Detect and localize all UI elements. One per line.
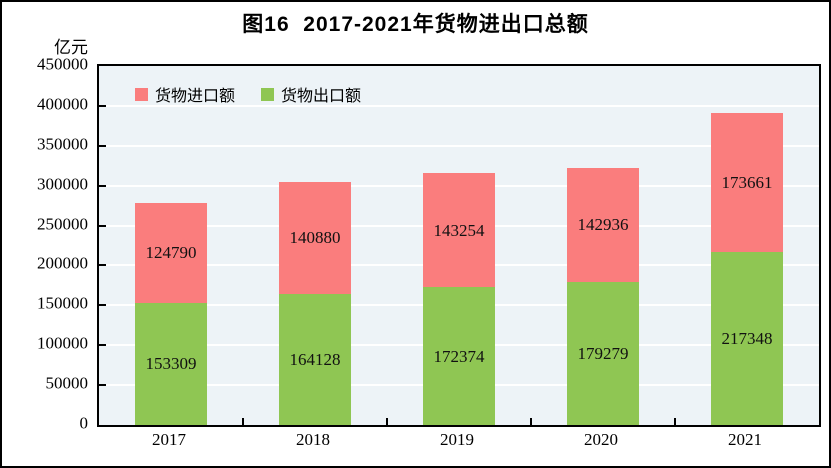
stacked-bar-2017: 124790 153309 xyxy=(135,203,207,425)
x-tick-boundary-4 xyxy=(674,418,676,425)
gridline-350000 xyxy=(99,144,819,147)
bar-segment-import-2018: 140880 xyxy=(279,181,351,295)
bar-segment-import-2021: 173661 xyxy=(711,113,783,252)
y-tick-50000 xyxy=(99,384,106,387)
bar-segment-export-2021: 217348 xyxy=(711,251,783,425)
y-axis-label-0: 0 xyxy=(79,413,89,433)
y-tick-200000 xyxy=(99,264,106,267)
data-label-export-2017: 153309 xyxy=(145,354,197,374)
y-axis-label-100000: 100000 xyxy=(37,333,88,353)
chart-legend: 货物进口额 货物出口额 xyxy=(135,82,361,106)
y-axis-label-250000: 250000 xyxy=(37,214,88,234)
bar-segment-export-2017: 153309 xyxy=(135,302,207,425)
data-label-import-2020: 142936 xyxy=(577,215,629,235)
stacked-bar-2018: 140880 164128 xyxy=(279,181,351,425)
y-axis-tick-labels: 0 50000 100000 150000 200000 250000 300000 3500… xyxy=(2,56,89,432)
y-axis-label-400000: 400000 xyxy=(37,94,88,114)
x-axis-label-2019: 2019 xyxy=(440,430,474,449)
y-tick-150000 xyxy=(99,304,106,307)
y-axis-label-300000: 300000 xyxy=(37,174,88,194)
y-tick-350000 xyxy=(99,144,106,147)
plot-area: 124790 153309 140880 164128 143254 172374 1429… xyxy=(97,64,821,427)
y-axis-label-200000: 200000 xyxy=(37,253,88,273)
data-label-export-2018: 164128 xyxy=(289,350,341,370)
stacked-bar-2019: 143254 172374 xyxy=(423,173,495,425)
data-label-export-2019: 172374 xyxy=(433,346,485,366)
y-axis-label-350000: 350000 xyxy=(37,134,88,154)
bar-segment-export-2018: 164128 xyxy=(279,294,351,425)
stacked-bar-2021: 173661 217348 xyxy=(711,113,783,425)
y-tick-400000 xyxy=(99,104,106,107)
stacked-bar-2020: 142936 179279 xyxy=(567,167,639,425)
x-tick-boundary-1 xyxy=(242,418,244,425)
legend-item-import: 货物进口额 xyxy=(135,82,235,106)
legend-swatch-import xyxy=(135,87,148,101)
y-tick-250000 xyxy=(99,224,106,227)
x-axis-tick-labels: 2017 2018 2019 2020 2021 xyxy=(97,430,817,456)
data-label-import-2019: 143254 xyxy=(433,220,485,240)
data-label-import-2021: 173661 xyxy=(721,172,773,192)
bar-segment-import-2020: 142936 xyxy=(567,167,639,282)
y-axis-label-50000: 50000 xyxy=(45,373,89,393)
x-axis-label-2018: 2018 xyxy=(296,430,330,449)
chart-title: 图16 2017-2021年货物进出口总额 xyxy=(242,13,589,36)
data-label-export-2021: 217348 xyxy=(721,328,773,348)
x-axis-label-2021: 2021 xyxy=(728,430,762,449)
legend-item-export: 货物出口额 xyxy=(261,82,361,106)
bar-segment-export-2020: 179279 xyxy=(567,281,639,425)
data-label-export-2020: 179279 xyxy=(577,343,629,363)
data-label-import-2018: 140880 xyxy=(289,228,341,248)
legend-label-export: 货物出口额 xyxy=(281,88,362,105)
data-label-import-2017: 124790 xyxy=(145,243,197,263)
y-axis-unit-label: 亿元 xyxy=(54,38,88,57)
x-axis-label-2017: 2017 xyxy=(152,430,186,449)
legend-label-import: 货物进口额 xyxy=(155,88,236,105)
y-axis-label-150000: 150000 xyxy=(37,293,88,313)
y-axis-label-450000: 450000 xyxy=(37,54,88,74)
bar-segment-import-2017: 124790 xyxy=(135,203,207,303)
bar-segment-export-2019: 172374 xyxy=(423,287,495,425)
x-tick-boundary-3 xyxy=(530,418,532,425)
bar-segment-import-2019: 143254 xyxy=(423,173,495,288)
y-tick-300000 xyxy=(99,184,106,187)
gridline-400000 xyxy=(99,104,819,107)
x-tick-boundary-2 xyxy=(386,418,388,425)
legend-swatch-export xyxy=(261,87,275,101)
x-axis-label-2020: 2020 xyxy=(584,430,618,449)
y-tick-100000 xyxy=(99,344,106,347)
